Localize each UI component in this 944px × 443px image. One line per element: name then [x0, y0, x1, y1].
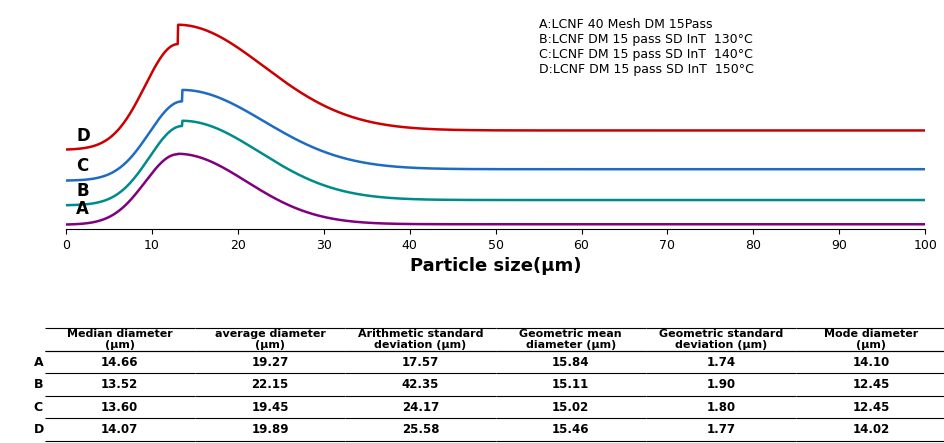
Text: C: C [76, 157, 89, 175]
Text: B: B [76, 182, 89, 200]
X-axis label: Particle size(μm): Particle size(μm) [410, 257, 582, 276]
Text: A:LCNF 40 Mesh DM 15Pass
B:LCNF DM 15 pass SD InT  130°C
C:LCNF DM 15 pass SD In: A:LCNF 40 Mesh DM 15Pass B:LCNF DM 15 pa… [538, 18, 753, 76]
Text: D: D [76, 127, 90, 144]
Text: A: A [76, 200, 90, 218]
